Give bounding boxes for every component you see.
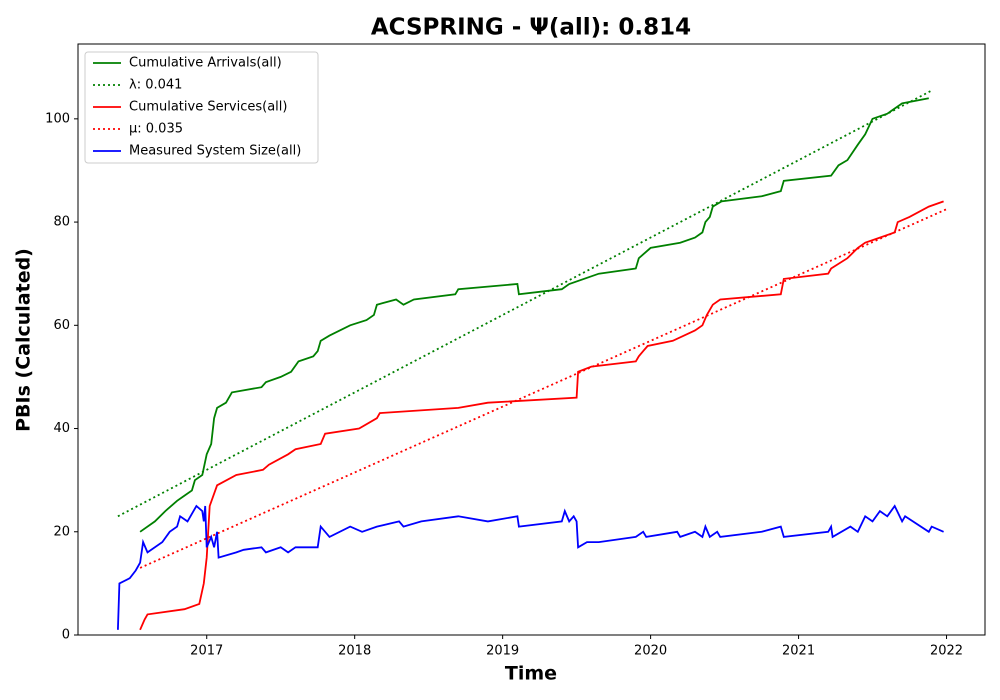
y-tick-label: 80 [53, 215, 70, 230]
y-tick-label: 60 [53, 318, 70, 333]
x-axis-label: Time [505, 663, 557, 685]
series-line [117, 89, 933, 518]
legend-label: Cumulative Arrivals(all) [129, 56, 282, 71]
series-line [139, 97, 929, 533]
x-tick-label: 2019 [486, 644, 519, 659]
legend-label: Measured System Size(all) [129, 144, 301, 159]
x-tick-label: 2018 [338, 644, 371, 659]
y-tick-label: 100 [45, 111, 70, 126]
legend-box [84, 51, 319, 164]
y-tick-label: 40 [53, 421, 70, 436]
legend-label: μ: 0.035 [129, 122, 183, 137]
series-line [139, 200, 944, 631]
legend-label: λ: 0.041 [129, 78, 182, 93]
y-axis-label: PBIs (Calculated) [13, 248, 35, 432]
y-tick-label: 20 [53, 524, 70, 539]
plot-frame [77, 43, 986, 636]
series-line [117, 504, 944, 630]
x-tick-label: 2021 [782, 644, 815, 659]
chart-title: ACSPRING - Ψ(all): 0.814 [371, 15, 691, 41]
y-tick-label: 0 [62, 628, 70, 643]
x-tick-label: 2017 [190, 644, 223, 659]
x-tick-label: 2020 [634, 644, 667, 659]
x-tick-label: 2022 [930, 644, 963, 659]
legend-label: Cumulative Services(all) [129, 100, 287, 115]
series-line [139, 208, 947, 569]
